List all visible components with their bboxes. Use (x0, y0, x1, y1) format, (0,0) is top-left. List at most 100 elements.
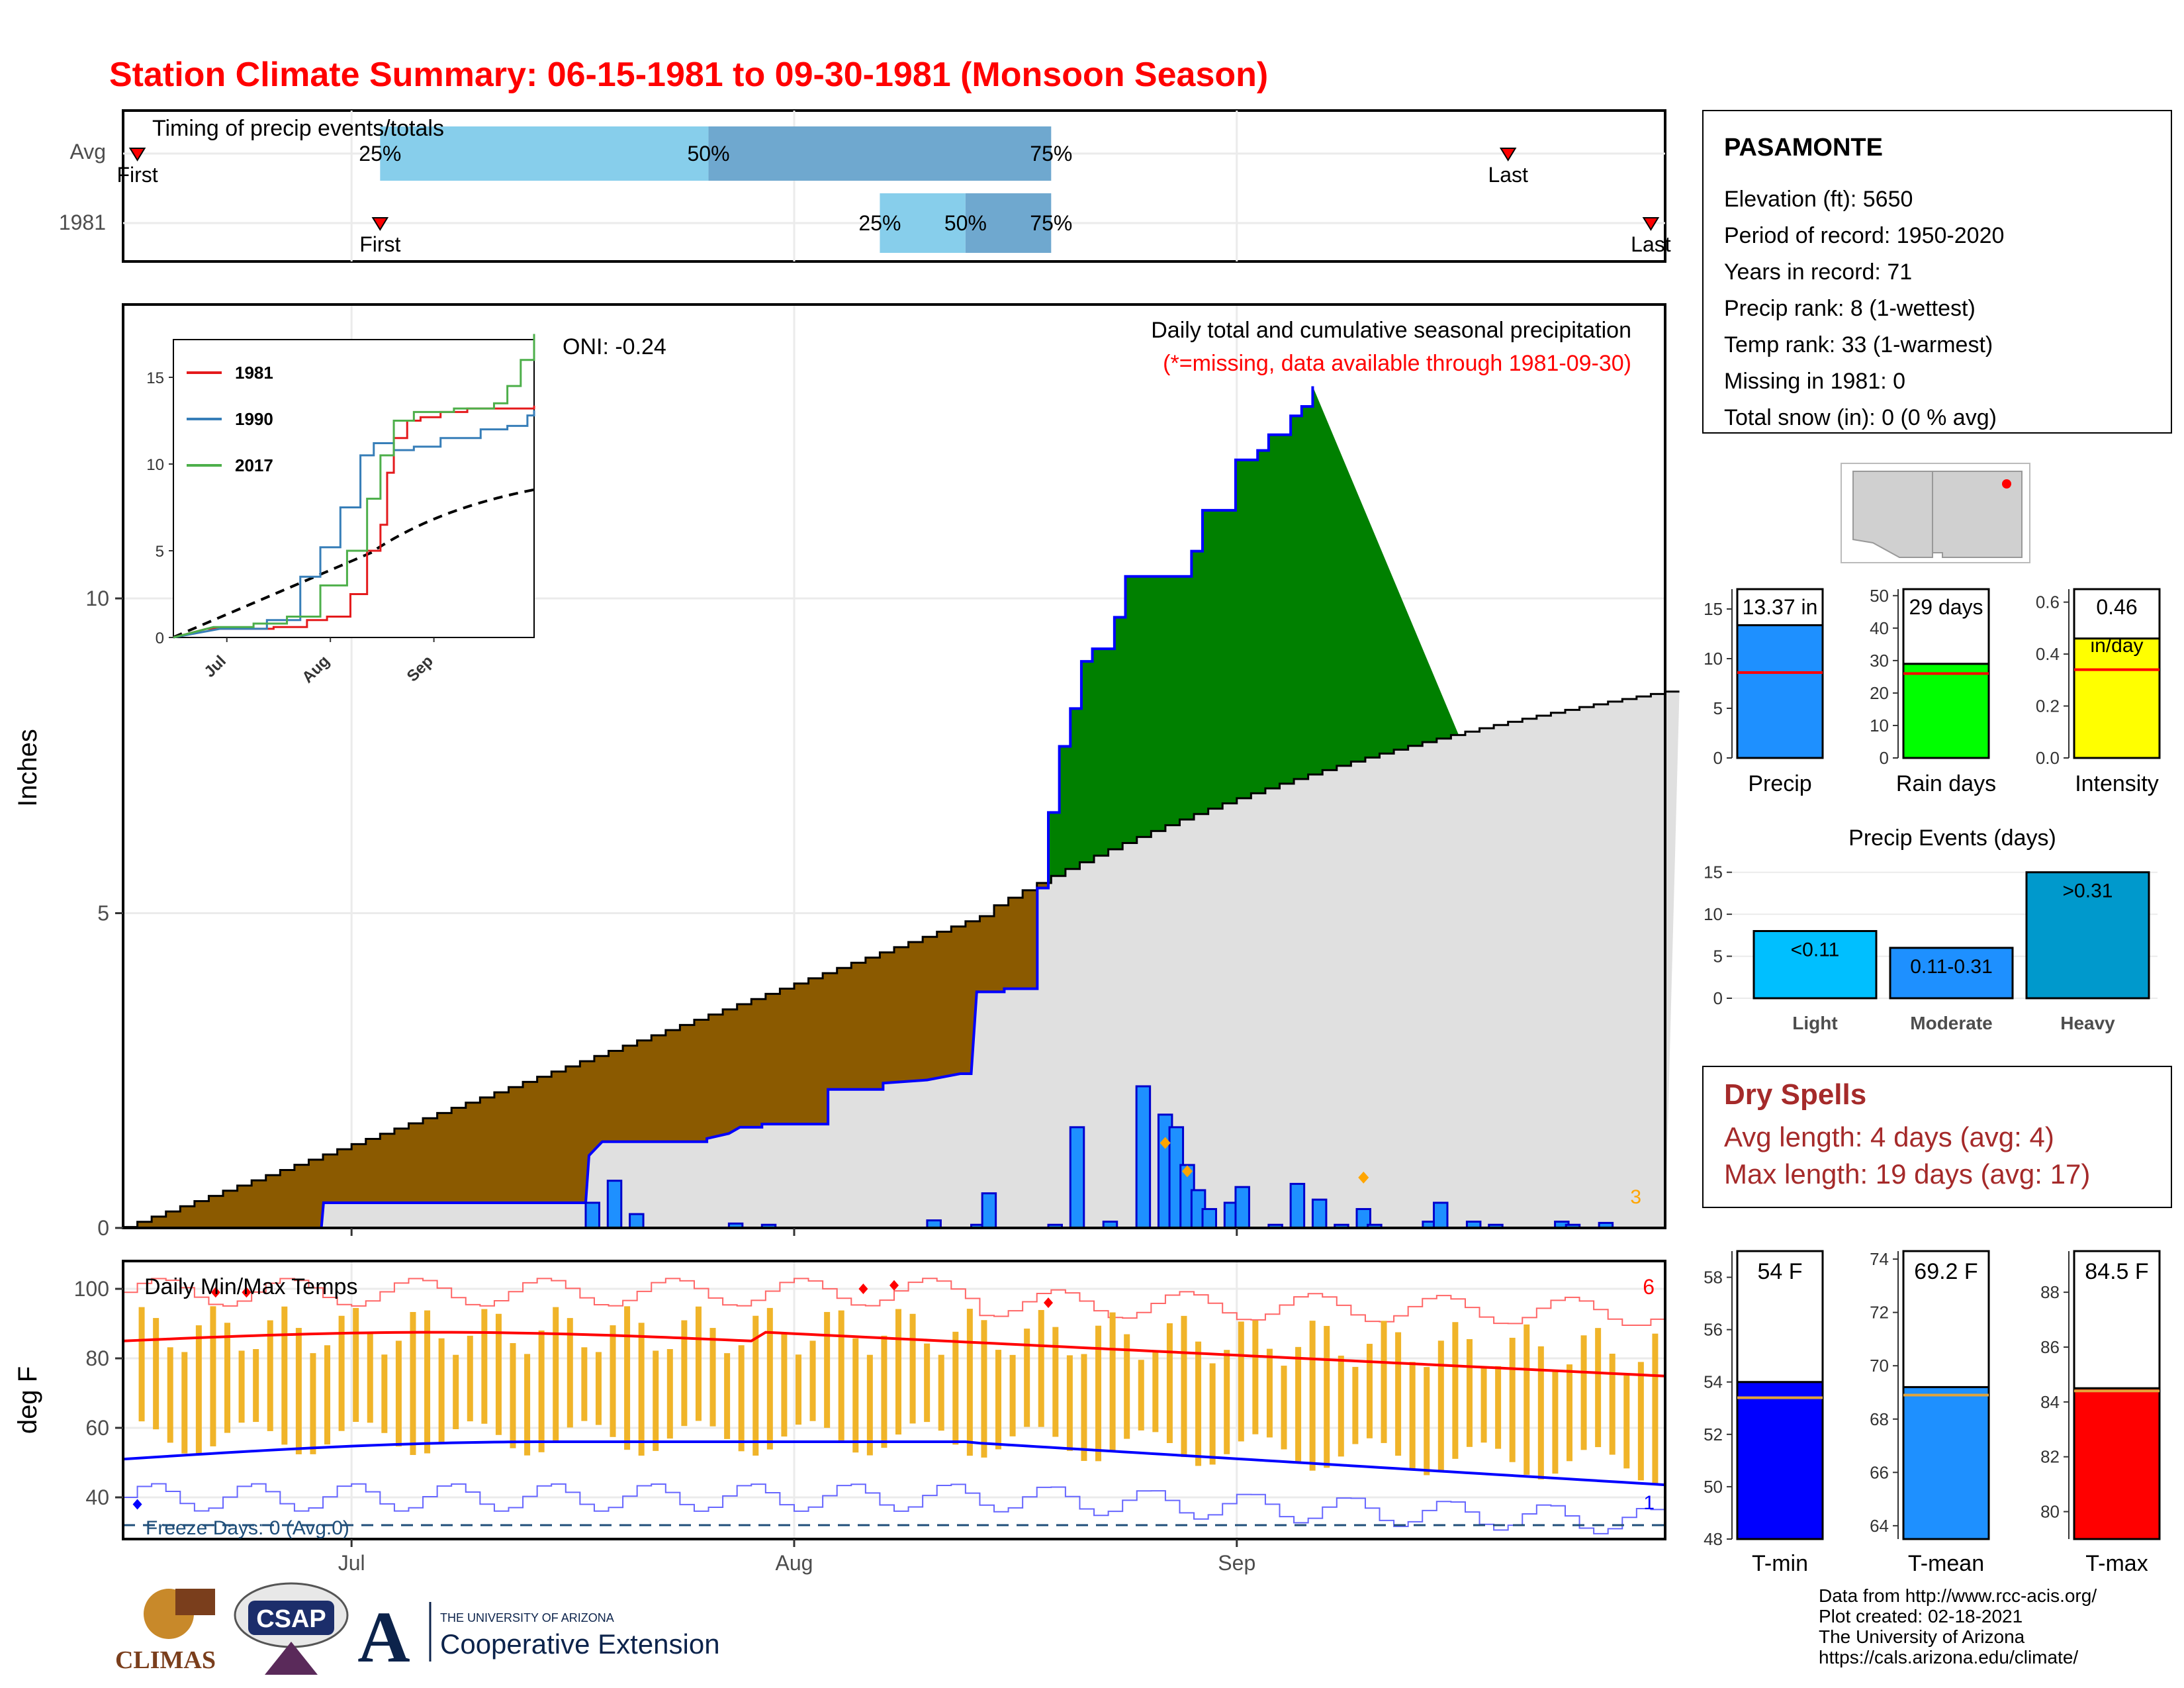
temp-summary-y-tick-label: 70 (1870, 1356, 1889, 1376)
daily-temp-bar (624, 1306, 631, 1450)
timing-first-label: First (359, 232, 400, 256)
temp-y-axis-label: deg F (13, 1366, 42, 1434)
daily-temp-bar (281, 1306, 288, 1445)
daily-temp-bar (1095, 1325, 1102, 1462)
daily-temp-bar (1209, 1363, 1216, 1465)
timing-q75-label: 75% (1030, 211, 1072, 235)
temp-summary-y-tick-label: 80 (2040, 1502, 2060, 1522)
record-low-line (123, 1483, 1665, 1534)
daily-temp-bar (367, 1333, 373, 1423)
temp-summary-y-tick-label: 82 (2040, 1447, 2060, 1467)
csap-mountain-icon (265, 1642, 318, 1675)
daily-temp-bar (1166, 1323, 1173, 1443)
daily-temp-bar (838, 1310, 844, 1441)
temp-summary-y-tick-label: 56 (1704, 1320, 1723, 1340)
climas-logo: CLIMAS (115, 1589, 216, 1674)
daily-temp-bar (210, 1306, 216, 1446)
summary-value-box (2073, 588, 2161, 640)
daily-temp-bar (1637, 1362, 1644, 1481)
daily-temp-bar (1437, 1340, 1444, 1471)
temp-summary-y-tick-label: 64 (1870, 1516, 1889, 1536)
precip-axes: 0 5 10 (85, 586, 1238, 1240)
events-content: 0 5 10 15 <0.11 Light 0.11-0.31 Moderate >0.31 He… (1704, 863, 2158, 1033)
daily-temp-bar (524, 1354, 531, 1456)
record-high-marker (242, 1287, 251, 1298)
temp-axes: 40 60 80 100 Jul Aug Sep (74, 1277, 1256, 1575)
temp-summary-y-tick-label: 50 (1704, 1477, 1723, 1497)
daily-temp-bar (481, 1309, 488, 1424)
daily-temp-bar (752, 1315, 759, 1456)
daily-temp-bar (952, 1331, 959, 1445)
daily-temp-bar (895, 1309, 901, 1435)
summary-value-label: 29 days (1909, 595, 1983, 619)
daily-temp-bar (181, 1352, 188, 1454)
daily-temp-bar (709, 1328, 716, 1427)
daily-temp-bar (353, 1307, 359, 1422)
record-high-marker (889, 1280, 899, 1291)
station-elevation: Elevation (ft): 5650 (1724, 187, 1913, 212)
dry-spells-box: Dry Spells Avg length: 4 days (avg: 4) M… (1702, 1066, 2172, 1208)
daily-precip-bar (584, 1201, 600, 1229)
daily-temp-bar (1652, 1333, 1659, 1484)
events-title: Precip Events (days) (1848, 825, 2056, 851)
daily-temp-bar (1024, 1329, 1030, 1427)
daily-temp-bar (809, 1340, 816, 1421)
ua-a-icon: A (357, 1597, 410, 1677)
station-temp-rank: Temp rank: 33 (1-warmest) (1724, 332, 1993, 357)
inset-legend-label-1981: 1981 (235, 363, 273, 383)
daily-temp-bar (738, 1345, 745, 1452)
events-y-tick-label: 0 (1713, 988, 1723, 1008)
dry-spells-avg: Avg length: 4 days (avg: 4) (1724, 1121, 2054, 1152)
footer-line-3: The University of Arizona (1819, 1626, 2025, 1647)
daily-temp-bar (795, 1354, 801, 1425)
temp-summary-y-tick-label: 54 (1704, 1372, 1723, 1392)
temp-summary-y-tick-label: 84 (2040, 1392, 2060, 1412)
daily-temp-bar (1495, 1366, 1502, 1449)
daily-temp-bar (681, 1320, 688, 1427)
daily-temp-bar (553, 1307, 559, 1441)
temp-title: Daily Min/Max Temps (144, 1274, 357, 1299)
timing-q75-label: 75% (1030, 142, 1072, 165)
daily-temp-bar (1381, 1321, 1387, 1443)
csap-logo: CSAP (234, 1582, 349, 1675)
climas-logo-text: CLIMAS (115, 1646, 216, 1674)
footer-line-2: Plot created: 02-18-2021 (1819, 1606, 2023, 1626)
station-missing: Missing in 1981: 0 (1724, 369, 1905, 394)
summary-y-tick-label: 30 (1870, 651, 1889, 671)
precip-events-chart: Precip Events (days) 0 5 10 15 <0.11 Light 0.1… (1704, 825, 2158, 1033)
temp-x-tick-label-sep: Sep (1218, 1551, 1255, 1575)
summary-y-tick-label: 0.2 (2036, 696, 2060, 716)
summary-y-tick-label: 0.4 (2036, 644, 2060, 664)
daily-temp-bar (253, 1349, 259, 1423)
events-category-label: Light (1792, 1013, 1837, 1033)
oni-label: ONI: -0.24 (563, 334, 666, 359)
daily-precip-bar (1069, 1126, 1085, 1229)
daily-temp-bar (1480, 1367, 1487, 1443)
summary-y-tick-label: 0.6 (2036, 592, 2060, 612)
timing-last-label: Last (1488, 163, 1528, 187)
average-low-line (122, 1440, 1666, 1487)
station-precip-rank: Precip rank: 8 (1-wettest) (1724, 296, 1976, 321)
daily-temp-bar (310, 1353, 316, 1454)
ua-name: THE UNIVERSITY OF ARIZONA (440, 1611, 614, 1624)
temp-summary-y-tick-label: 68 (1870, 1409, 1889, 1429)
daily-temp-bar (1566, 1364, 1572, 1462)
daily-temp-bar (224, 1323, 231, 1433)
daily-temp-bar (1281, 1366, 1287, 1450)
ua-logo: A THE UNIVERSITY OF ARIZONA Cooperative … (357, 1597, 719, 1677)
inset-y-tick-label: 5 (156, 543, 164, 561)
footer: CLIMAS CSAP A THE UNIVERSITY OF ARIZONA … (115, 1582, 2097, 1677)
timing-first-marker (371, 217, 389, 231)
summary-y-tick-label: 20 (1870, 683, 1889, 703)
daily-temp-bar (1266, 1348, 1273, 1438)
summary-y-tick-label: 40 (1870, 618, 1889, 638)
daily-temp-bar (653, 1350, 659, 1451)
temp-summary-y-tick-label: 88 (2040, 1282, 2060, 1302)
record-low-marker (132, 1499, 142, 1510)
summary-bar-precip (1736, 624, 1824, 759)
inset-y-tick-label: 15 (146, 369, 164, 387)
summary-y-tick-label: 10 (1870, 716, 1889, 735)
daily-temp-bar (238, 1350, 245, 1423)
